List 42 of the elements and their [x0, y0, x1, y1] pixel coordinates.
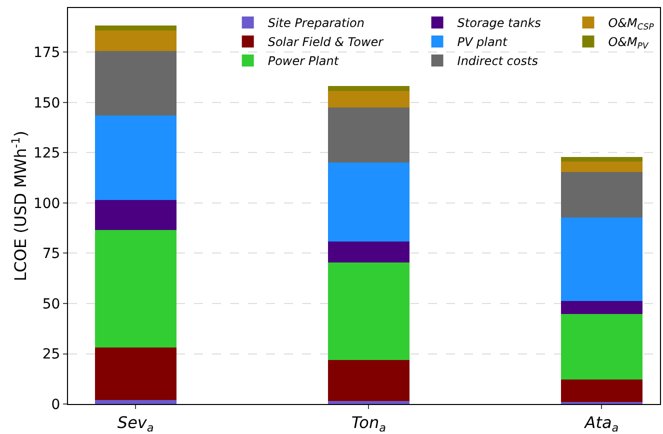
y-tick-label: 175: [33, 45, 60, 62]
bar: [560, 217, 643, 301]
legend-label: O&M$_{CSP}$: [608, 16, 655, 32]
y-tick-label: 50: [42, 296, 60, 312]
bar: [328, 86, 410, 92]
bar: [94, 51, 176, 116]
legend-label: Indirect costs: [457, 54, 538, 68]
y-tick-label: 25: [42, 346, 60, 363]
bar: [328, 242, 410, 262]
y-tick-label: 75: [42, 246, 60, 262]
y-tick-label: 0: [51, 396, 60, 413]
bar: [94, 200, 176, 230]
bar: [94, 116, 176, 200]
bar: [94, 230, 176, 348]
legend-label: Power Plant: [268, 54, 340, 68]
legend-label: Site Preparation: [268, 16, 364, 30]
bar: [328, 162, 410, 242]
bar: [328, 107, 410, 162]
legend-label: Solar Field & Tower: [268, 35, 384, 50]
bar: [328, 91, 410, 108]
bar: [560, 161, 643, 172]
y-tick-label: 150: [33, 95, 60, 112]
legend-label: Storage tanks: [457, 16, 541, 30]
bar: [94, 347, 176, 400]
bar: [560, 314, 643, 380]
x-tick-label: Sev$_{a}$: [117, 413, 154, 434]
bar: [560, 300, 643, 314]
bar: [560, 156, 643, 162]
bar: [560, 379, 643, 402]
bar: [328, 262, 410, 360]
bar: [94, 26, 176, 30]
bar: [94, 400, 176, 404]
y-tick-label: 125: [33, 146, 60, 162]
legend-label: PV plant: [457, 35, 508, 50]
y-tick-label: 100: [33, 196, 60, 212]
bar: [328, 400, 410, 404]
x-tick-label: Ata$_{a}$: [584, 413, 619, 434]
bar: [560, 172, 643, 218]
legend-label: O&M$_{PV}$: [608, 35, 650, 51]
x-tick-label: Ton$_{a}$: [351, 413, 386, 434]
bar: [94, 30, 176, 52]
bar: [328, 360, 410, 401]
